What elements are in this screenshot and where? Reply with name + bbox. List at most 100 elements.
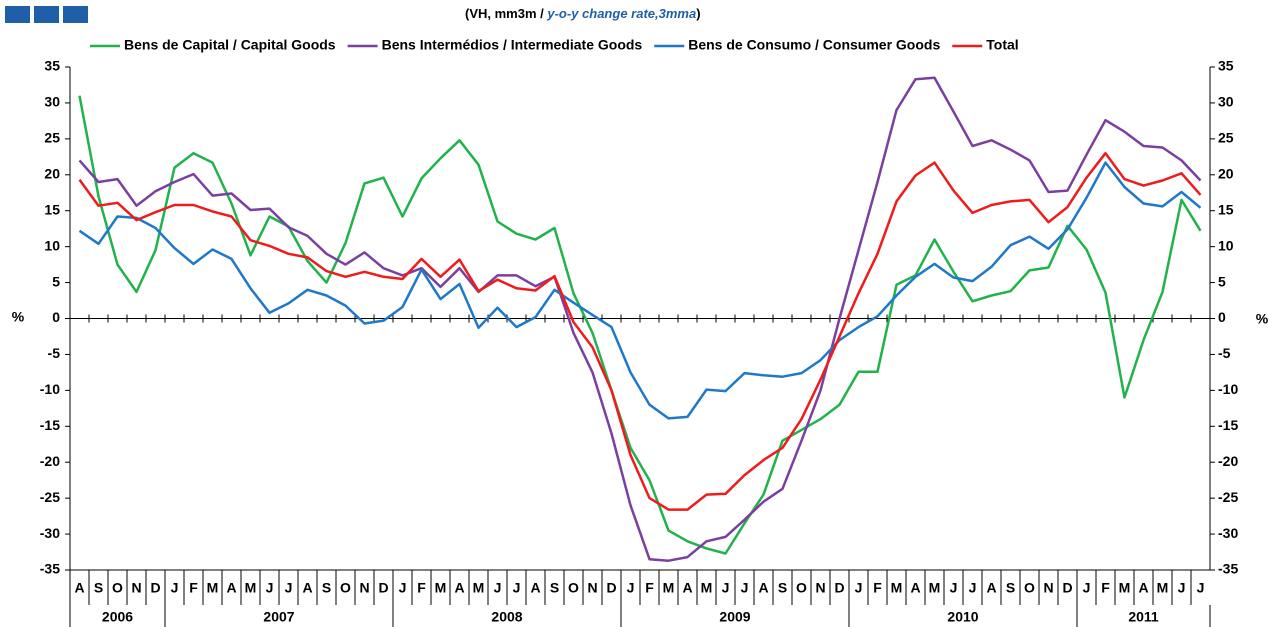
y-tick-label: -10 [40,381,60,397]
x-tick-label: N [815,580,825,596]
y2-tick-label: -10 [1218,381,1238,397]
x-tick-label: M [435,580,447,596]
y2-tick-label: 10 [1218,237,1234,253]
y-tick-label: 15 [44,201,60,217]
y2-tick-label: 15 [1218,201,1234,217]
x-tick-label: F [645,580,654,596]
subtitle-part: ) [696,6,700,21]
x-tick-label: J [285,580,293,596]
logo-block [34,6,59,23]
y2-tick-label: 20 [1218,165,1234,181]
y-tick-label: -5 [48,345,61,361]
y2-tick-label: 30 [1218,94,1234,110]
y-tick-label: -25 [40,489,60,505]
x-tick-label: J [513,580,521,596]
x-tick-label: D [150,580,160,596]
y2-tick-label: 5 [1218,273,1226,289]
x-tick-label: O [568,580,579,596]
x-tick-label: S [1006,580,1015,596]
y-tick-label: 10 [44,237,60,253]
year-label: 2010 [947,609,978,625]
x-tick-label: A [302,580,312,596]
x-tick-label: J [399,580,407,596]
y-axis-label: % [12,309,25,325]
series-line [78,95,1202,555]
year-label: 2009 [719,609,750,625]
x-tick-label: J [722,580,730,596]
y2-axis-label: % [1256,311,1269,327]
y-tick-label: -15 [40,417,60,433]
x-tick-label: J [171,580,179,596]
y-tick-label: 25 [44,130,60,146]
x-tick-label: F [873,580,882,596]
y2-tick-label: 25 [1218,130,1234,146]
year-label: 2007 [263,609,294,625]
year-label: 2011 [1128,609,1159,625]
x-tick-label: M [663,580,675,596]
x-tick-label: J [969,580,977,596]
x-tick-label: M [245,580,257,596]
legend-label: Bens Intermédios / Intermediate Goods [382,37,643,53]
y-tick-label: 5 [52,273,60,289]
x-tick-label: S [94,580,103,596]
y-tick-label: 20 [44,165,60,181]
y2-tick-label: -25 [1218,489,1238,505]
y-tick-label: 35 [44,58,60,74]
x-tick-label: D [606,580,616,596]
x-tick-label: O [112,580,123,596]
legend-label: Bens de Consumo / Consumer Goods [688,37,940,53]
x-tick-label: D [1062,580,1072,596]
x-tick-label: J [1083,580,1091,596]
x-tick-label: A [758,580,768,596]
x-tick-label: A [530,580,540,596]
x-tick-label: F [189,580,198,596]
y-tick-label: -30 [40,525,60,541]
x-tick-label: J [741,580,749,596]
y-tick-label: -35 [40,561,60,577]
x-tick-label: F [1101,580,1110,596]
x-tick-label: N [587,580,597,596]
x-tick-label: J [950,580,958,596]
y2-tick-label: 35 [1218,58,1234,74]
subtitle-part: y-o-y change rate,3mma [546,6,696,21]
year-label: 2006 [102,609,133,625]
logo-block [63,6,88,23]
x-tick-label: M [891,580,903,596]
y-tick-label: -20 [40,453,60,469]
x-tick-label: N [359,580,369,596]
x-tick-label: A [682,580,692,596]
y2-tick-label: -35 [1218,561,1238,577]
x-tick-label: A [986,580,996,596]
x-tick-label: A [1138,580,1148,596]
x-tick-label: A [226,580,236,596]
x-tick-label: S [778,580,787,596]
x-tick-label: S [550,580,559,596]
y2-tick-label: -30 [1218,525,1238,541]
x-tick-label: M [929,580,941,596]
x-tick-label: N [1043,580,1053,596]
x-tick-label: J [494,580,502,596]
x-tick-label: M [1157,580,1169,596]
x-tick-label: O [1024,580,1035,596]
x-tick-label: M [207,580,219,596]
x-tick-label: J [855,580,863,596]
year-label: 2008 [491,609,522,625]
subtitle: (VH, mm3m / y-o-y change rate,3mma) [465,6,701,21]
x-tick-label: O [796,580,807,596]
y-tick-label: 30 [44,94,60,110]
y-tick-label: 0 [52,309,60,325]
x-tick-label: J [627,580,635,596]
logo-block [5,6,30,23]
x-tick-label: J [266,580,274,596]
series-line [78,76,1202,562]
y2-tick-label: -20 [1218,453,1238,469]
x-tick-label: M [1119,580,1131,596]
x-tick-label: A [910,580,920,596]
x-tick-label: S [322,580,331,596]
x-tick-label: A [454,580,464,596]
x-tick-label: D [378,580,388,596]
x-tick-label: M [473,580,485,596]
x-tick-label: J [1178,580,1186,596]
x-tick-label: D [834,580,844,596]
